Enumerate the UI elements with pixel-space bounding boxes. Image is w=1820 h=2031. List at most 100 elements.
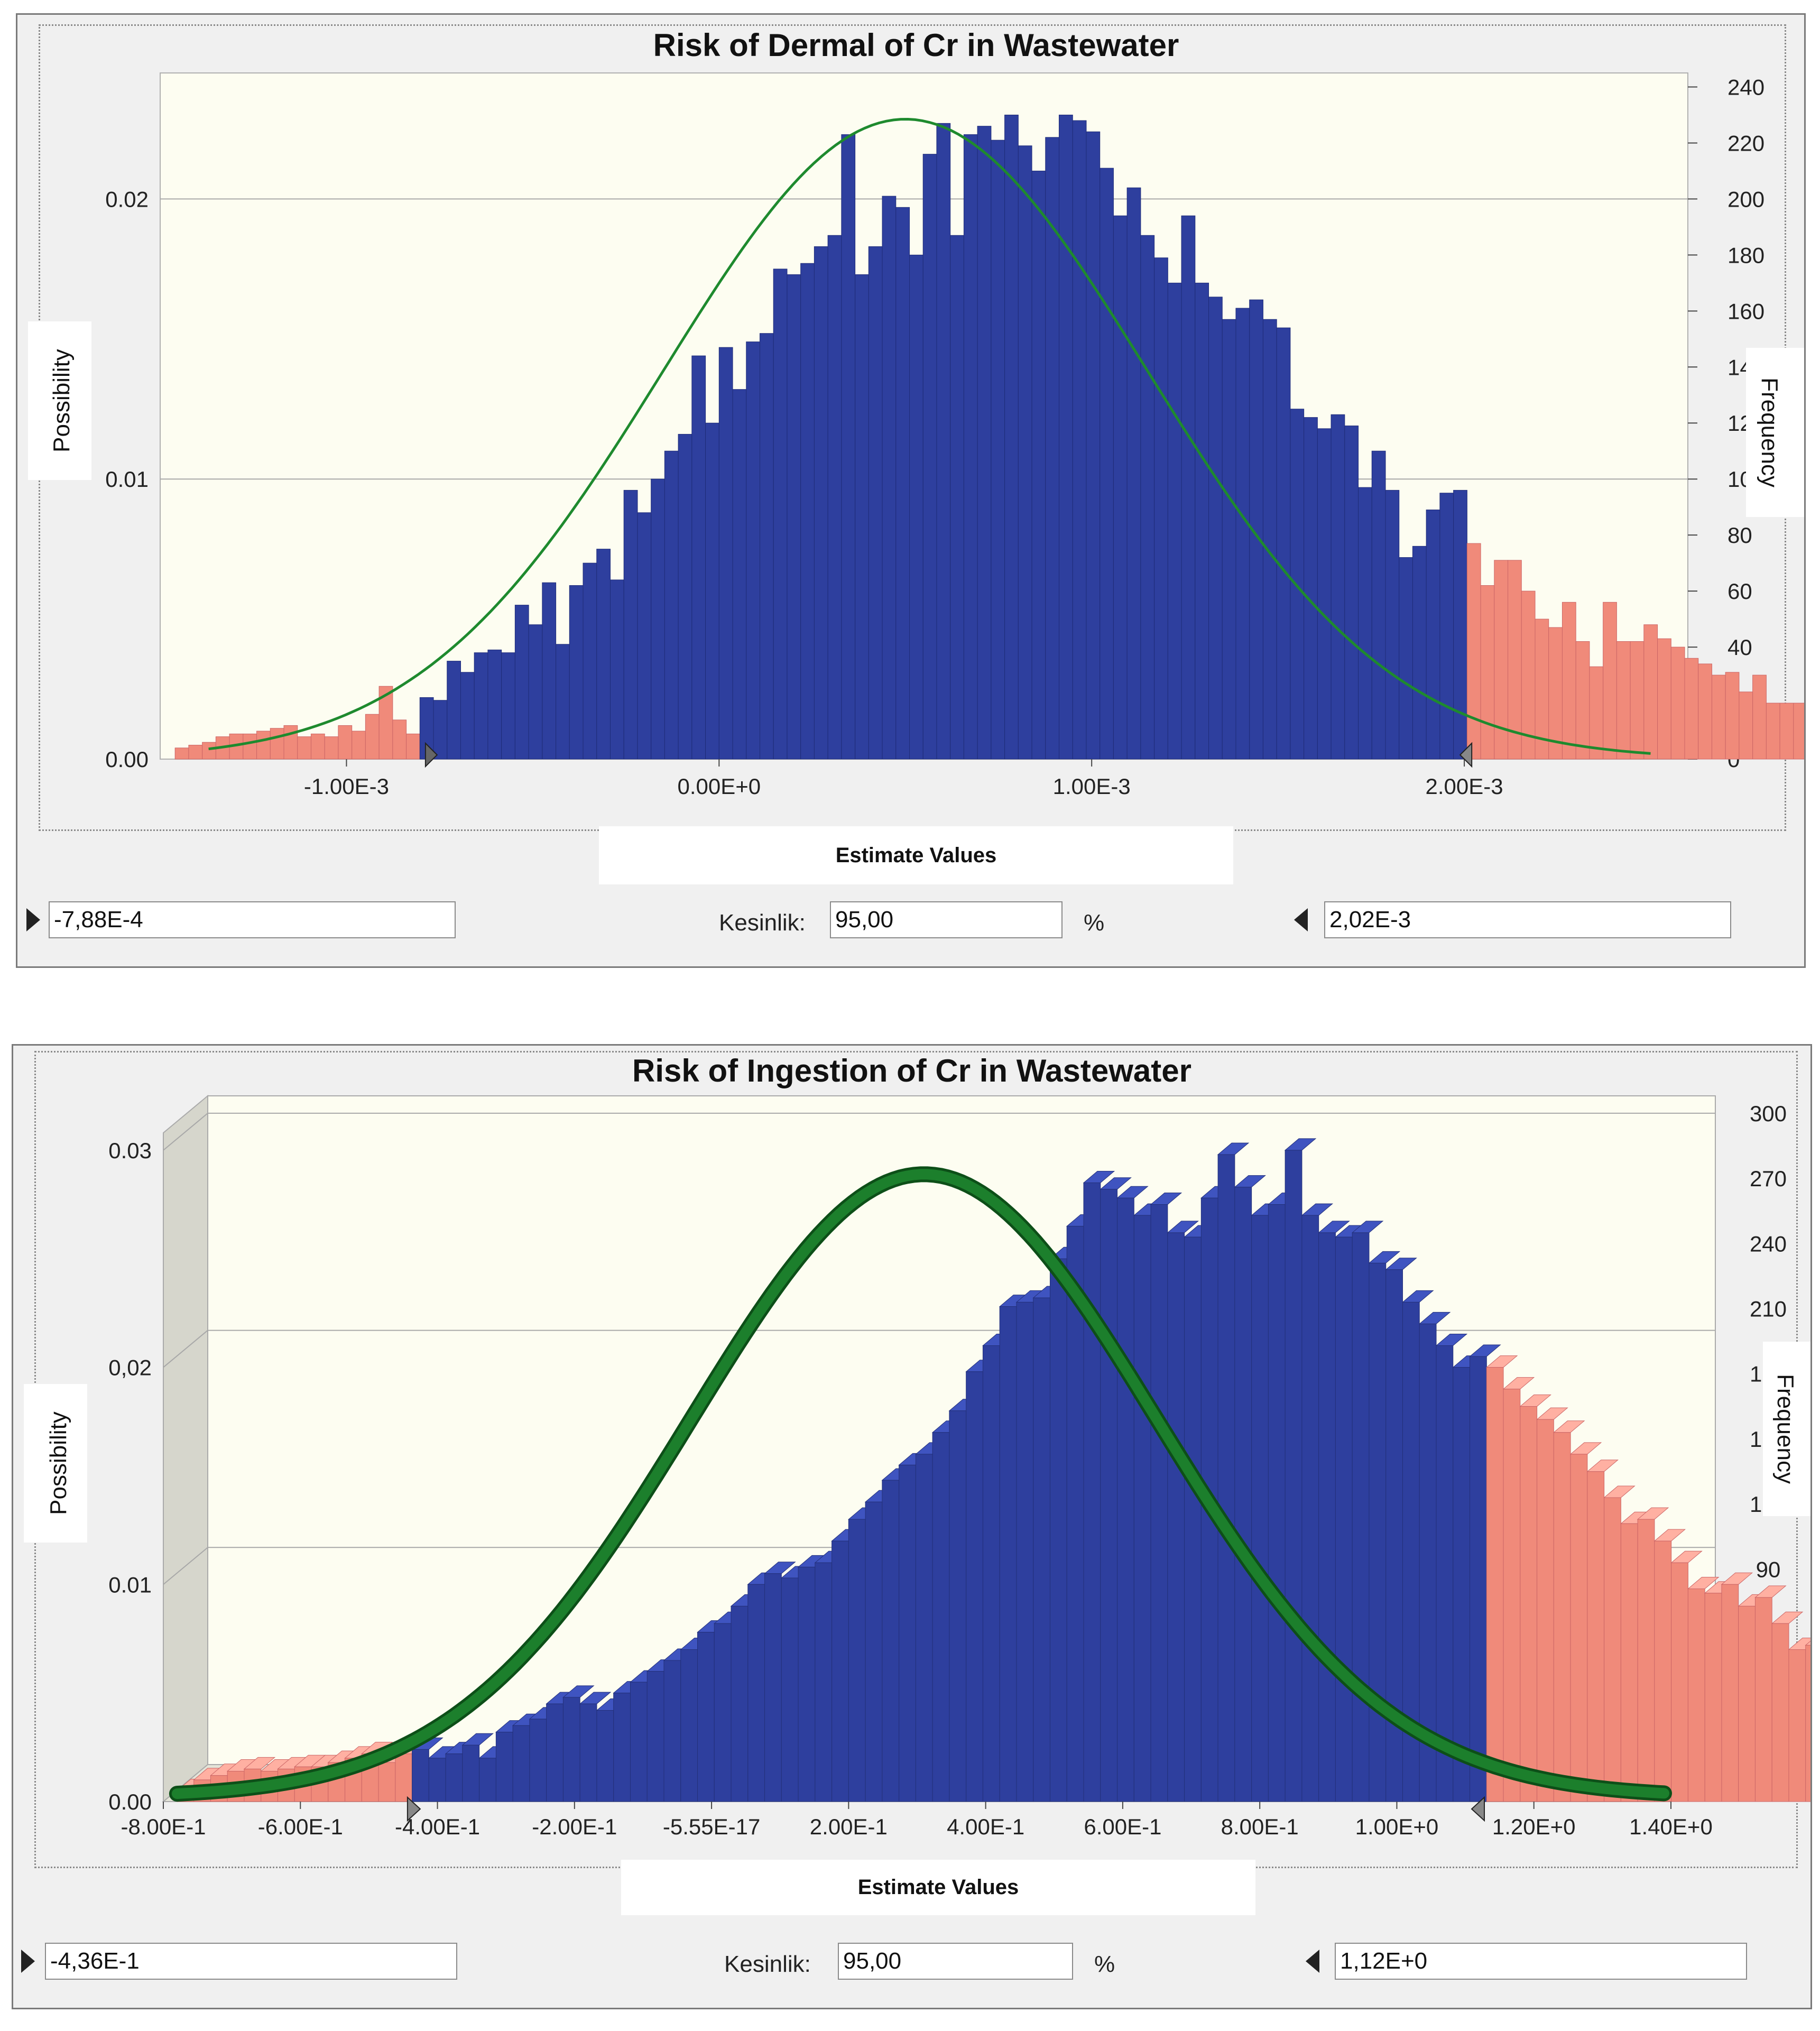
bar-front: [815, 1562, 833, 1802]
histogram-bar: [746, 341, 761, 760]
bar-front: [1083, 1182, 1101, 1802]
histogram-bar: [1485, 1355, 1518, 1802]
histogram-bar: [1521, 590, 1536, 760]
dermal-upper-cutoff-input[interactable]: 2,02E-3: [1324, 901, 1731, 938]
histogram-bar: [1072, 120, 1087, 760]
bar-front: [1217, 1154, 1235, 1802]
histogram-bar: [1788, 1638, 1810, 1802]
x-tick-label: 1.20E+0: [1492, 1814, 1576, 1839]
bar-front: [697, 1632, 715, 1802]
lower-cutoff-marker-icon[interactable]: [26, 908, 40, 931]
histogram-bar: [596, 549, 611, 760]
histogram-bar: [747, 1572, 779, 1802]
y-left-tick-label: 0,02: [108, 1355, 152, 1380]
histogram-bar: [270, 728, 284, 760]
x-tick-label: -8.00E-1: [121, 1814, 206, 1839]
histogram-bar: [982, 1334, 1014, 1802]
bar-front: [764, 1573, 782, 1802]
bar-front: [1771, 1623, 1789, 1802]
x-tick-label: 1.00E+0: [1355, 1814, 1439, 1839]
histogram-bar: [1116, 1186, 1149, 1802]
chart-title: Risk of Ingestion of Cr in Wastewater: [632, 1053, 1191, 1088]
histogram-bar: [1235, 308, 1250, 760]
dermal-lower-cutoff-input[interactable]: -7,88E-4: [49, 901, 456, 938]
histogram-bar: [569, 585, 584, 760]
histogram-bar: [1738, 1594, 1770, 1802]
histogram-bar: [1018, 145, 1032, 760]
y-right-tick-label: 60: [1727, 579, 1752, 604]
bar-front: [378, 1762, 396, 1802]
bar-front: [1016, 1301, 1034, 1802]
histogram-bar: [1435, 1334, 1468, 1802]
y-right-tick-label: 210: [1750, 1297, 1787, 1322]
bar-front: [781, 1577, 799, 1802]
histogram-bar: [514, 605, 529, 760]
histogram-bar: [1358, 487, 1372, 760]
gridline: [163, 1113, 208, 1151]
bar-front: [495, 1732, 513, 1802]
histogram-bar: [1603, 1485, 1636, 1802]
histogram-bar: [678, 433, 692, 760]
ingestion-certainty-input[interactable]: 95,00: [838, 1943, 1073, 1980]
ingestion-lower-cutoff-input[interactable]: -4,36E-1: [45, 1943, 457, 1980]
histogram-bar: [1234, 1175, 1266, 1802]
histogram-bar: [1630, 641, 1645, 760]
bar-front: [579, 1703, 597, 1802]
bar-front: [1049, 1258, 1067, 1802]
upper-cut-marker-icon: [1459, 742, 1473, 768]
histogram-bar: [1217, 1142, 1250, 1802]
bar-front: [1234, 1187, 1252, 1802]
upper-cutoff-marker-icon[interactable]: [1294, 908, 1308, 931]
lower-cut-marker-icon: [407, 1796, 421, 1822]
gridline: [163, 1547, 208, 1585]
histogram-bar: [1184, 1225, 1216, 1802]
ingestion-upper-cutoff-input[interactable]: 1,12E+0: [1335, 1943, 1747, 1980]
histogram-bar: [428, 1746, 460, 1802]
histogram-bar: [460, 672, 475, 760]
x-tick-label: -6.00E-1: [258, 1814, 343, 1839]
bar-top: [1754, 1585, 1787, 1598]
bar-front: [680, 1649, 698, 1802]
histogram-bar: [1418, 1312, 1451, 1802]
fitted-curve: [208, 117, 1651, 755]
y-left-tick-label: 0.00: [108, 1789, 152, 1814]
y-right-title: Frequency: [1772, 1374, 1798, 1484]
left-wall: [163, 1094, 208, 1803]
histogram-bar: [1698, 663, 1712, 760]
histogram-bar: [931, 1420, 964, 1802]
histogram-bar: [936, 123, 951, 760]
ingestion-percent-label: %: [1094, 1951, 1115, 1977]
x-tick-label: 4.00E-1: [947, 1814, 1024, 1839]
y-right-title: Frequency: [1757, 377, 1782, 487]
bar-front: [663, 1660, 681, 1802]
gridline: [163, 1330, 208, 1368]
y-left-tick-label: 0.01: [108, 1572, 152, 1597]
histogram-bar: [1739, 691, 1753, 760]
bar-front: [646, 1671, 664, 1802]
x-tick-label: 1.40E+0: [1629, 1814, 1713, 1839]
histogram-bar: [718, 347, 733, 760]
histogram-bar: [1508, 560, 1522, 760]
histogram-bar: [1754, 1585, 1787, 1802]
y-left-title: Possibility: [45, 1411, 71, 1515]
histogram-bar: [1575, 641, 1590, 760]
histogram-bar: [1335, 1225, 1367, 1802]
bar-front: [1738, 1605, 1756, 1802]
histogram-bar: [1083, 1170, 1115, 1802]
dermal-certainty-input[interactable]: 95,00: [830, 901, 1063, 938]
histogram-bar: [1412, 546, 1427, 760]
bar-front: [1352, 1232, 1370, 1802]
y-left-tick-label: 0.03: [108, 1138, 152, 1163]
histogram-bar: [999, 1295, 1031, 1802]
histogram-bar: [664, 450, 679, 760]
bar-front: [1184, 1236, 1202, 1802]
y-right-tick-label: 90: [1756, 1557, 1781, 1582]
chart-title: Risk of Dermal of Cr in Wastewater: [653, 27, 1179, 63]
bar-front: [479, 1758, 496, 1802]
bar-front: [529, 1719, 547, 1802]
histogram-bar: [909, 254, 923, 760]
histogram-bar: [800, 263, 815, 760]
lower-cutoff-marker-icon[interactable]: [21, 1950, 35, 1973]
upper-cutoff-marker-icon[interactable]: [1306, 1950, 1319, 1973]
histogram-bar: [697, 1620, 729, 1802]
